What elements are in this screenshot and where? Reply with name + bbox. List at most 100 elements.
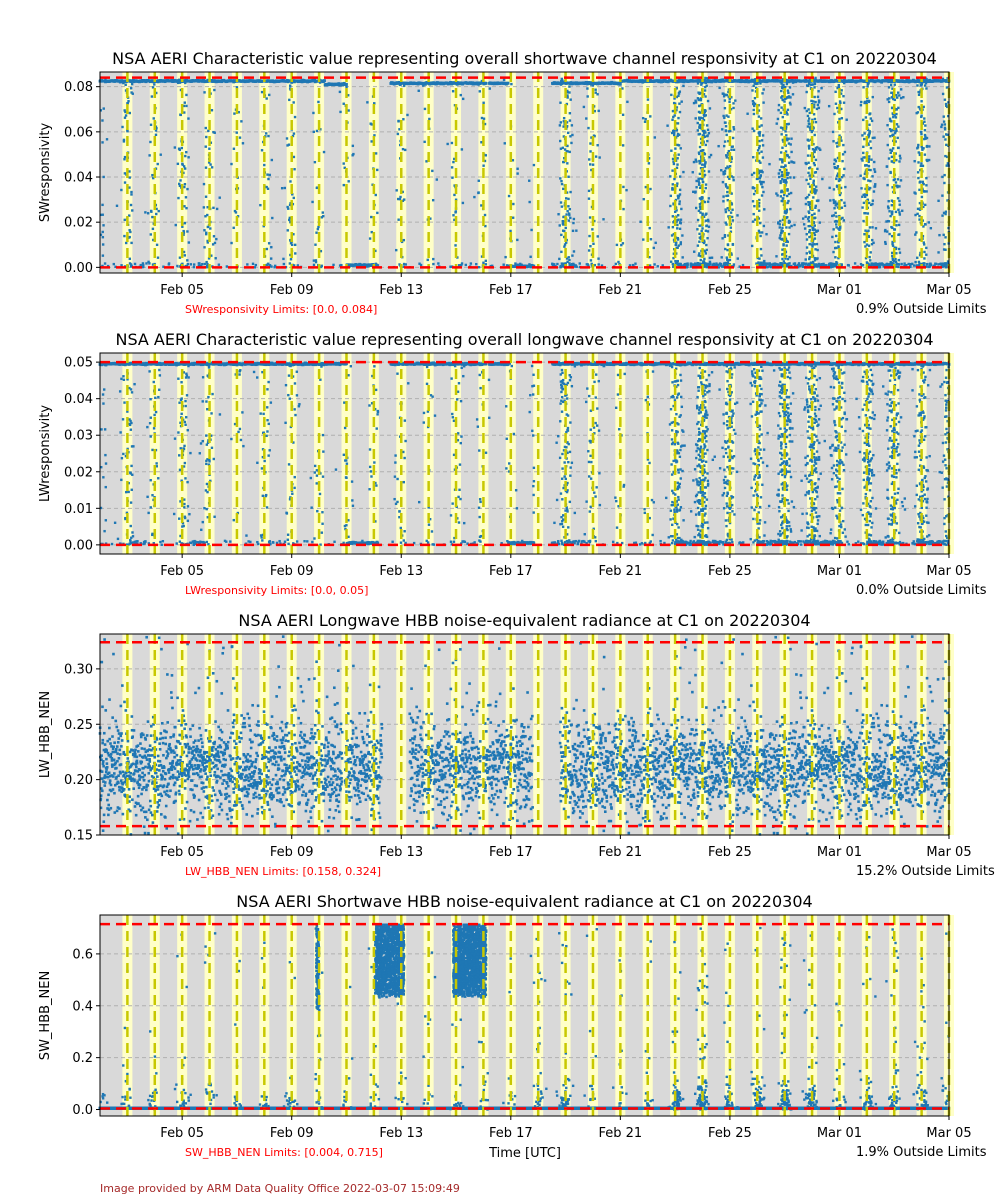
data-point (781, 115, 784, 119)
data-point (589, 259, 593, 262)
data-point (853, 262, 857, 265)
data-point (832, 140, 835, 143)
data-point (753, 186, 756, 190)
data-point (901, 209, 904, 212)
data-point (584, 81, 588, 84)
data-point (129, 265, 133, 268)
data-point (804, 262, 807, 266)
data-point (780, 165, 783, 169)
data-point (215, 237, 218, 241)
data-point (869, 117, 873, 120)
data-point (804, 258, 807, 261)
data-point (869, 179, 872, 183)
data-point (695, 179, 698, 183)
data-point (897, 265, 900, 269)
data-point (671, 118, 674, 121)
data-point (760, 150, 763, 153)
data-point (816, 264, 819, 268)
data-point (895, 96, 899, 99)
data-point (843, 167, 846, 171)
data-point (568, 85, 571, 88)
data-point (320, 216, 324, 219)
data-point (944, 262, 947, 265)
data-point (762, 180, 765, 184)
data-point (587, 126, 590, 130)
data-point (509, 229, 512, 233)
data-point (786, 176, 789, 180)
x-tick-label: Mar 05 (926, 283, 971, 298)
data-point (833, 158, 836, 162)
data-point (813, 171, 817, 174)
data-point (704, 85, 707, 89)
data-point (418, 262, 421, 265)
data-point (732, 148, 736, 151)
data-point (254, 263, 258, 267)
data-point (453, 193, 456, 197)
data-point (704, 76, 707, 80)
data-point (101, 119, 104, 122)
data-point (730, 148, 733, 151)
y-tick-label: 0.00 (64, 261, 93, 276)
data-point (101, 243, 105, 246)
data-point (124, 83, 127, 86)
data-point (888, 263, 891, 267)
data-point (707, 225, 711, 228)
data-point (312, 263, 316, 267)
data-point (678, 110, 682, 114)
data-point (528, 263, 531, 266)
data-point (105, 138, 109, 141)
data-point (925, 177, 928, 180)
data-point (102, 107, 105, 110)
data-point (827, 104, 831, 108)
data-point (669, 204, 672, 208)
data-point (203, 246, 206, 249)
data-point (695, 206, 698, 210)
data-point (921, 180, 925, 184)
data-point (789, 191, 793, 195)
data-point (678, 188, 682, 192)
data-point (230, 241, 233, 245)
data-point (567, 205, 570, 208)
data-point (461, 201, 465, 205)
data-point (719, 262, 723, 266)
data-point (184, 81, 187, 85)
data-point (895, 158, 898, 162)
data-point (839, 178, 842, 182)
data-point (512, 202, 515, 206)
data-point (697, 98, 700, 102)
data-point (668, 78, 671, 82)
data-point (317, 225, 320, 229)
data-point (198, 262, 201, 265)
data-point (671, 215, 675, 218)
data-point (722, 114, 725, 118)
data-point (678, 193, 682, 196)
data-point (704, 80, 708, 83)
data-point (887, 199, 890, 203)
data-point (894, 257, 897, 261)
data-point (698, 117, 701, 120)
data-point (528, 179, 531, 182)
data-point (842, 143, 845, 147)
data-point (873, 168, 876, 171)
data-point (185, 104, 188, 108)
data-point (185, 93, 188, 97)
data-point (671, 169, 674, 172)
data-point (804, 202, 808, 206)
data-point (146, 212, 150, 215)
data-point (376, 168, 379, 172)
data-point (482, 261, 485, 264)
data-point (889, 148, 892, 152)
data-point (178, 256, 182, 259)
data-point (943, 181, 946, 185)
data-point (676, 194, 680, 198)
data-point (920, 115, 923, 119)
data-point (353, 263, 356, 267)
data-point (366, 101, 369, 104)
data-point (943, 126, 947, 130)
data-point (566, 131, 570, 135)
data-point (752, 80, 755, 83)
data-point (698, 172, 702, 176)
data-point (874, 183, 877, 186)
data-point (704, 219, 708, 222)
